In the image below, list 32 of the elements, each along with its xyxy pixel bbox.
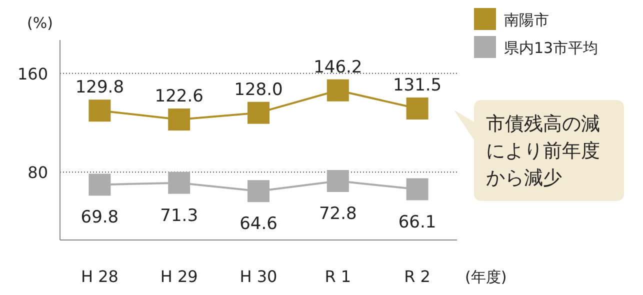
point — [406, 178, 428, 200]
point — [326, 170, 349, 192]
data-label: 131.5 — [392, 76, 442, 96]
y-tick-label: 80 — [28, 163, 48, 182]
point — [248, 102, 270, 124]
x-tick-label: H 28 — [80, 267, 118, 286]
point — [88, 100, 111, 122]
data-label: 72.8 — [318, 204, 357, 224]
point — [168, 172, 190, 194]
data-label: 128.0 — [234, 80, 283, 100]
data-label: 71.3 — [160, 206, 198, 226]
data-label: 122.6 — [154, 86, 204, 107]
x-tick-label: R 2 — [404, 267, 430, 286]
x-axis-title: (年度) — [465, 268, 507, 286]
point — [88, 174, 111, 196]
y-axis-title: (%) — [27, 14, 53, 32]
y-tick-label: 160 — [17, 64, 48, 84]
data-label: 146.2 — [314, 57, 362, 78]
point — [168, 108, 190, 131]
x-tick-label: H 30 — [240, 267, 278, 286]
legend-label: 南陽市 — [504, 11, 549, 29]
legend-label: 県内13市平均 — [504, 39, 598, 57]
x-tick-label: R 1 — [324, 267, 352, 286]
x-tick-label: H 29 — [160, 267, 198, 286]
point — [326, 79, 349, 102]
data-label: 66.1 — [398, 212, 436, 232]
data-label: 64.6 — [240, 214, 278, 234]
point — [248, 180, 270, 202]
data-label: 69.8 — [80, 208, 119, 228]
data-label: 129.8 — [75, 78, 124, 98]
text: 市債残高の減により前年度から減少 — [486, 113, 600, 189]
point — [406, 98, 428, 120]
